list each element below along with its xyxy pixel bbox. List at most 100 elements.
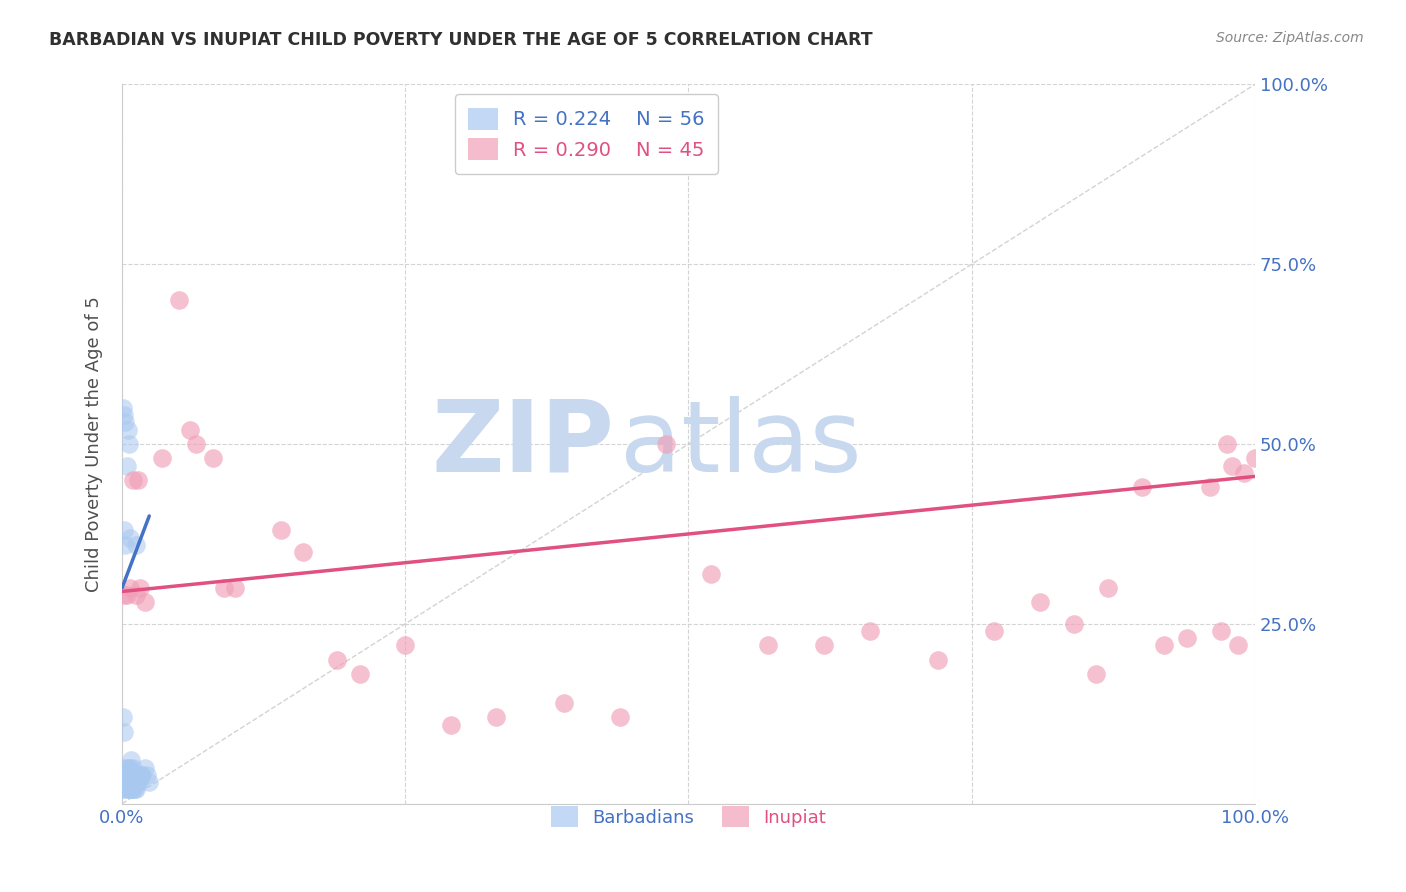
Point bbox=[125, 775, 148, 789]
Point bbox=[292, 545, 315, 559]
Point bbox=[655, 437, 678, 451]
Point bbox=[121, 768, 143, 782]
Point bbox=[118, 437, 141, 451]
Point bbox=[112, 524, 135, 538]
Point bbox=[1198, 480, 1220, 494]
Point bbox=[122, 761, 145, 775]
Point bbox=[1028, 595, 1050, 609]
Point bbox=[1209, 624, 1232, 638]
Point bbox=[127, 473, 149, 487]
Point bbox=[439, 717, 461, 731]
Point bbox=[124, 775, 146, 789]
Point bbox=[756, 639, 779, 653]
Point bbox=[118, 581, 141, 595]
Point bbox=[138, 775, 160, 789]
Point bbox=[112, 401, 135, 415]
Point bbox=[112, 782, 135, 797]
Legend: Barbadians, Inupiat: Barbadians, Inupiat bbox=[544, 799, 834, 834]
Point bbox=[124, 782, 146, 797]
Point bbox=[1153, 639, 1175, 653]
Point bbox=[1220, 458, 1243, 473]
Point bbox=[118, 782, 141, 797]
Point bbox=[1232, 466, 1254, 480]
Text: Source: ZipAtlas.com: Source: ZipAtlas.com bbox=[1216, 31, 1364, 45]
Point bbox=[134, 595, 156, 609]
Point bbox=[112, 724, 135, 739]
Point bbox=[120, 754, 142, 768]
Point bbox=[117, 775, 139, 789]
Point bbox=[1226, 639, 1249, 653]
Point bbox=[131, 768, 153, 782]
Point bbox=[120, 782, 142, 797]
Point bbox=[118, 761, 141, 775]
Point bbox=[813, 639, 835, 653]
Point bbox=[121, 782, 143, 797]
Point bbox=[394, 639, 416, 653]
Point bbox=[1085, 667, 1108, 681]
Point bbox=[553, 696, 575, 710]
Point bbox=[1215, 437, 1237, 451]
Point bbox=[927, 653, 949, 667]
Point bbox=[122, 775, 145, 789]
Point bbox=[112, 768, 135, 782]
Point bbox=[131, 768, 153, 782]
Point bbox=[118, 782, 141, 797]
Text: ZIP: ZIP bbox=[432, 395, 614, 492]
Point bbox=[201, 451, 224, 466]
Point bbox=[112, 761, 135, 775]
Point bbox=[270, 524, 292, 538]
Point bbox=[112, 588, 135, 602]
Point bbox=[115, 761, 138, 775]
Point bbox=[120, 775, 142, 789]
Point bbox=[179, 423, 201, 437]
Point bbox=[127, 775, 149, 789]
Point bbox=[117, 768, 139, 782]
Point bbox=[112, 710, 135, 724]
Point bbox=[212, 581, 235, 595]
Point bbox=[485, 710, 508, 724]
Point bbox=[1244, 451, 1267, 466]
Point bbox=[115, 458, 138, 473]
Point bbox=[129, 581, 152, 595]
Point bbox=[115, 775, 138, 789]
Point bbox=[118, 531, 141, 545]
Point bbox=[121, 775, 143, 789]
Point bbox=[184, 437, 207, 451]
Point bbox=[114, 775, 136, 789]
Point bbox=[118, 761, 141, 775]
Text: atlas: atlas bbox=[620, 395, 862, 492]
Point bbox=[983, 624, 1005, 638]
Point bbox=[118, 775, 141, 789]
Point bbox=[700, 566, 723, 581]
Y-axis label: Child Poverty Under the Age of 5: Child Poverty Under the Age of 5 bbox=[86, 296, 103, 592]
Point bbox=[326, 653, 349, 667]
Point bbox=[112, 409, 135, 423]
Point bbox=[167, 293, 190, 308]
Point bbox=[609, 710, 631, 724]
Point bbox=[136, 768, 159, 782]
Point bbox=[115, 768, 138, 782]
Point bbox=[114, 416, 136, 430]
Point bbox=[117, 782, 139, 797]
Point bbox=[122, 473, 145, 487]
Point bbox=[1130, 480, 1153, 494]
Point bbox=[118, 768, 141, 782]
Point bbox=[124, 768, 146, 782]
Point bbox=[128, 775, 150, 789]
Point bbox=[150, 451, 173, 466]
Point bbox=[122, 782, 145, 797]
Point bbox=[859, 624, 882, 638]
Point bbox=[124, 782, 146, 797]
Point bbox=[349, 667, 371, 681]
Point bbox=[124, 588, 146, 602]
Point bbox=[114, 782, 136, 797]
Point bbox=[1063, 616, 1085, 631]
Point bbox=[118, 775, 141, 789]
Point bbox=[224, 581, 246, 595]
Point bbox=[134, 761, 156, 775]
Point bbox=[1175, 632, 1198, 646]
Point bbox=[1097, 581, 1119, 595]
Point bbox=[115, 588, 138, 602]
Point bbox=[129, 768, 152, 782]
Point bbox=[118, 768, 141, 782]
